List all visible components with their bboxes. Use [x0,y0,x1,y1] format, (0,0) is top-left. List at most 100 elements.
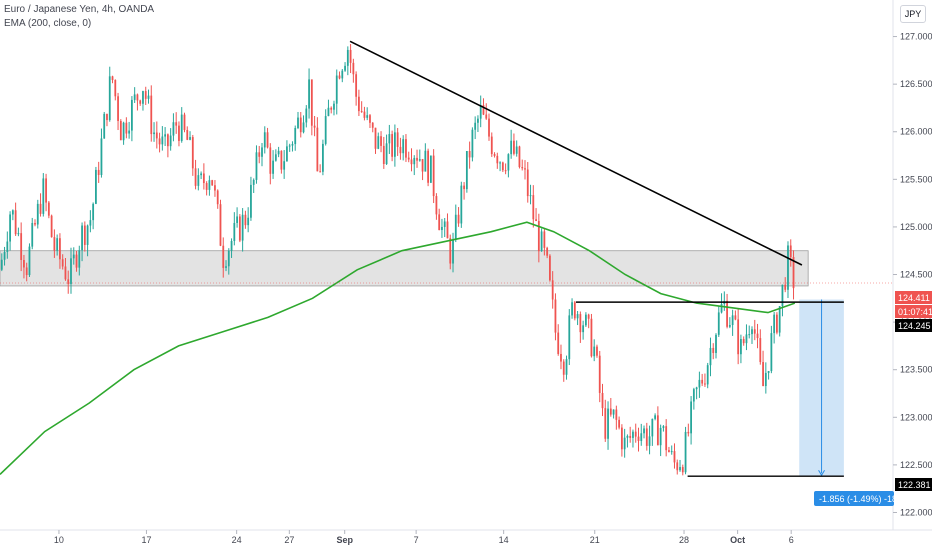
time-tick-label: 14 [499,535,509,545]
candle-body [690,401,692,434]
candle-body [684,431,687,473]
candle-body [155,132,158,139]
candle-body [0,259,3,270]
last-price-tag-bg [895,291,932,304]
candle-body [136,94,139,101]
candle-body [158,138,161,145]
candle-body [382,145,385,165]
countdown-text: 01:07:41 [898,307,932,317]
candle-body [756,333,759,339]
candle-body [81,225,83,251]
candle-body [20,233,23,261]
candle-body [471,129,474,158]
candle-body [651,418,654,437]
candle-body [263,132,266,148]
time-tick-label: 28 [679,535,689,545]
time-axis-labels[interactable]: 10 17 24 27 Sep 7 14 21 28 Oct 6 [54,530,794,545]
candle-body [443,221,446,227]
candle-body [142,91,144,104]
candle-body [319,171,322,173]
ema-line [0,221,796,475]
candle-body [305,108,308,123]
candle-body [706,365,709,385]
candle-body [715,334,717,353]
candle-body [175,122,178,126]
candle-body [3,251,6,260]
candle-body [662,426,665,428]
measure-box [799,299,844,477]
candle-body [17,233,20,235]
candle-body [72,254,75,259]
currency-badge[interactable]: JPY [900,5,926,23]
price-axis[interactable] [893,0,932,530]
candle-body [308,79,310,109]
candle-body [241,214,244,241]
time-tick-label: 24 [232,535,242,545]
candle-body [513,140,515,154]
candle-body [449,238,452,264]
candle-body [371,122,374,128]
candle-body [302,122,305,133]
candle-body [432,155,435,197]
candle-body [189,137,191,140]
candle-body [441,226,443,231]
candle-body [61,259,64,267]
candle-body [108,76,111,121]
candle-body [147,95,150,99]
candle-body [405,139,407,158]
candle-body [230,240,233,251]
price-tick-label: 126.000 [900,127,932,137]
candle-body [460,185,463,224]
price-tick-label: 122.000 [900,507,932,517]
candle-body [643,428,645,434]
candle-body [233,222,236,241]
candle-body [593,346,596,357]
candle-body [438,214,441,231]
countdown-tag: 01:07:41 [895,305,932,318]
ema-path [0,221,796,475]
candle-body [139,100,142,104]
time-tick-label: Sep [336,535,353,545]
candle-body [510,140,513,155]
candle-body [369,115,371,123]
candle-body [357,96,360,112]
candle-body [781,284,784,307]
candle-body [446,221,449,239]
candle-body [186,129,189,140]
candle-body [407,157,410,160]
candle-body [288,145,291,147]
candle-body [380,136,382,146]
candlestick-series [0,44,795,476]
ema-value-tag-bg [895,319,932,332]
candle-body [363,111,366,118]
candle-body [612,409,615,415]
candle-body [53,237,56,251]
candle-body [164,134,167,137]
candle-body [316,127,319,172]
candle-body [576,314,579,319]
candle-body [11,210,14,215]
candle-body [413,157,416,165]
candle-body [222,245,225,268]
candle-body [767,371,770,373]
candle-body [291,144,294,146]
candle-body [280,150,283,170]
candle-body [78,250,81,268]
candle-body [701,379,704,384]
symbol-title: Euro / Japanese Yen, 4h, OANDA [4,4,155,15]
candle-body [479,105,482,119]
candle-body [327,107,330,117]
candle-body [623,437,626,450]
price-tick-label: 125.000 [900,222,932,232]
candle-body [352,62,355,75]
candle-body [584,314,587,326]
candle-body [551,280,554,300]
indicator-legend[interactable]: EMA (200, close, 0) [4,18,92,29]
price-tick-label: 122.500 [900,460,932,470]
candle-body [391,134,394,157]
candle-body [454,214,457,240]
candle-body [620,427,623,450]
candle-body [366,115,369,118]
candle-body [615,409,618,420]
